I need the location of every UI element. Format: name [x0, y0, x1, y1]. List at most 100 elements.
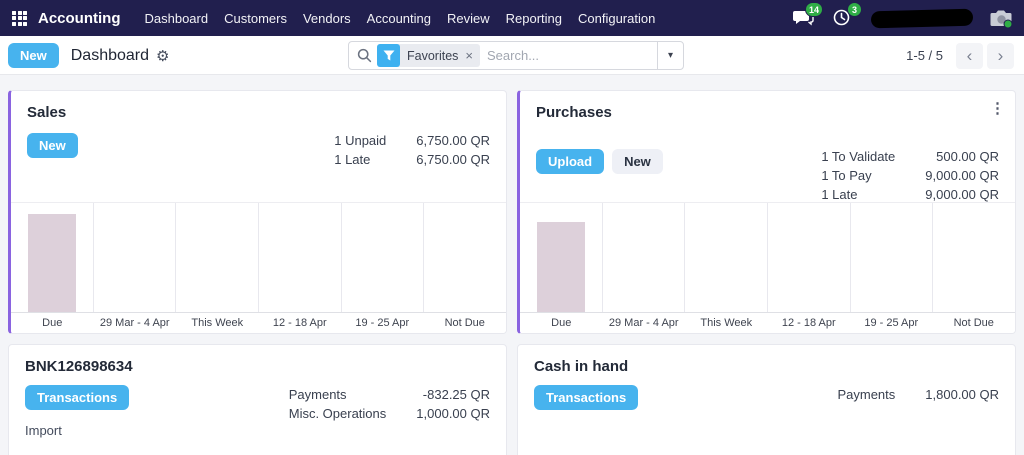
search-bar[interactable]: Favorites × ▾ — [348, 41, 684, 70]
card-row-top: Sales New 1 Unpaid 6,750.00 QR 1 Late 6,… — [8, 90, 1016, 334]
pager-range: 1-5 / 5 — [906, 48, 943, 63]
cash-stats: Payments 1,800.00 QR — [837, 385, 999, 404]
stat-value[interactable]: -832.25 QR — [422, 387, 490, 402]
control-bar-left: New Dashboard ⚙ — [8, 36, 169, 75]
stat-label[interactable]: 1 Late — [821, 187, 858, 202]
stat-row: 1 Late 6,750.00 QR — [334, 150, 490, 169]
control-bar: New Dashboard ⚙ Favorites × ▾ 1-5 / 5 ‹ … — [0, 36, 1024, 75]
stat-row: 1 Unpaid 6,750.00 QR — [334, 131, 490, 150]
chart-slot — [258, 203, 341, 312]
new-button[interactable]: New — [8, 43, 59, 68]
chart-x-axis: Due 29 Mar - 4 Apr This Week 12 - 18 Apr 19 … — [11, 313, 506, 333]
stat-row: 1 Late 9,000.00 QR — [821, 185, 999, 204]
apps-grid-icon[interactable] — [12, 10, 27, 26]
stat-value[interactable]: 500.00 QR — [936, 149, 999, 164]
clock-icon — [833, 9, 850, 26]
nav-item-configuration[interactable]: Configuration — [578, 10, 656, 26]
messages-badge: 14 — [804, 2, 823, 17]
stat-label[interactable]: 1 To Validate — [821, 149, 896, 164]
cash-card[interactable]: Cash in hand Transactions Payments 1,800… — [517, 344, 1016, 455]
facet-remove-icon[interactable]: × — [465, 48, 473, 63]
purchases-chart: Due 29 Mar - 4 Apr This Week 12 - 18 Apr 19 … — [520, 202, 1015, 333]
nav-item-reporting[interactable]: Reporting — [505, 10, 562, 26]
nav-item-vendors[interactable]: Vendors — [302, 10, 351, 26]
top-navbar: Accounting Dashboard Customers Vendors A… — [0, 0, 1024, 36]
stat-value[interactable]: 9,000.00 QR — [925, 187, 999, 202]
chart-slot — [11, 203, 93, 312]
stat-label[interactable]: Payments — [837, 387, 896, 402]
dashboard-content: Sales New 1 Unpaid 6,750.00 QR 1 Late 6,… — [0, 75, 1024, 455]
pager-next-button[interactable]: › — [987, 42, 1014, 69]
stat-label[interactable]: 1 Late — [334, 152, 371, 167]
pager-prev-button[interactable]: ‹ — [956, 42, 983, 69]
stat-row: Payments 1,800.00 QR — [837, 385, 999, 404]
nav-left: Accounting Dashboard Customers Vendors A… — [12, 2, 663, 35]
sales-stats: 1 Unpaid 6,750.00 QR 1 Late 6,750.00 QR — [334, 131, 490, 169]
x-axis-label: Not Due — [444, 317, 485, 329]
nav-item-accounting[interactable]: Accounting — [366, 10, 431, 26]
chart-bar[interactable] — [537, 221, 585, 312]
bank-stats: Payments -832.25 QR Misc. Operations 1,0… — [289, 385, 490, 423]
stat-value[interactable]: 9,000.00 QR — [925, 168, 999, 183]
purchases-card[interactable]: Purchases ⋮ Upload New 1 To Validate 500… — [517, 90, 1016, 334]
x-axis-label: 29 Mar - 4 Apr — [608, 317, 679, 329]
chart-slot — [520, 203, 602, 312]
sales-new-button[interactable]: New — [27, 133, 78, 158]
stat-label[interactable]: 1 To Pay — [821, 168, 872, 183]
search-facet-favorites[interactable]: Favorites × — [377, 44, 480, 67]
activities-icon[interactable]: 3 — [832, 2, 862, 28]
cash-transactions-button[interactable]: Transactions — [534, 385, 639, 410]
x-axis-label: This Week — [191, 317, 244, 329]
app-name[interactable]: Accounting — [38, 9, 121, 27]
x-axis-label: 29 Mar - 4 Apr — [99, 317, 170, 329]
search-input[interactable] — [487, 48, 657, 63]
stat-row: Payments -832.25 QR — [289, 385, 490, 404]
nav-item-dashboard[interactable]: Dashboard — [144, 10, 209, 26]
stat-label[interactable]: Misc. Operations — [288, 406, 387, 421]
screenshot-extension-icon[interactable] — [990, 8, 1013, 29]
stat-label[interactable]: Payments — [288, 387, 347, 402]
redacted-username[interactable] — [870, 8, 974, 28]
bank-card[interactable]: BNK126898634 Transactions Import Payment… — [8, 344, 507, 455]
chart-bar[interactable] — [28, 213, 76, 312]
x-axis-label: Not Due — [953, 317, 994, 329]
chart-slot — [849, 203, 933, 312]
search-icon — [357, 48, 372, 63]
x-axis-label: Due — [42, 317, 63, 329]
page-title: Dashboard — [70, 46, 150, 64]
facet-label: Favorites — [407, 48, 459, 63]
import-link[interactable]: Import — [25, 423, 62, 438]
x-axis-label: 19 - 25 Apr — [864, 317, 919, 329]
cash-actions: Transactions — [534, 385, 639, 410]
activities-badge: 3 — [847, 2, 862, 17]
chart-slot — [767, 203, 850, 312]
stat-label[interactable]: 1 Unpaid — [334, 133, 387, 148]
purchases-new-button[interactable]: New — [612, 149, 663, 174]
pager: 1-5 / 5 ‹ › — [906, 36, 1014, 75]
chart-slot — [175, 203, 258, 312]
chart-slot — [423, 203, 506, 312]
chart-x-axis: Due 29 Mar - 4 Apr This Week 12 - 18 Apr 19 … — [520, 313, 1015, 333]
chart-slot — [92, 203, 176, 312]
stat-row: 1 To Validate 500.00 QR — [821, 147, 999, 166]
gear-icon[interactable]: ⚙ — [156, 47, 170, 65]
stat-value[interactable]: 6,750.00 QR — [416, 133, 490, 148]
stat-value[interactable]: 1,800.00 QR — [925, 387, 999, 402]
nav-item-review[interactable]: Review — [447, 10, 490, 26]
search-dropdown-toggle[interactable]: ▾ — [657, 42, 683, 69]
messages-icon[interactable]: 14 — [793, 2, 823, 28]
kebab-menu-icon[interactable]: ⋮ — [990, 100, 1005, 117]
stat-row: Misc. Operations 1,000.00 QR — [289, 404, 490, 423]
chart-slot — [340, 203, 424, 312]
stat-value[interactable]: 6,750.00 QR — [416, 152, 490, 167]
chevron-down-icon: ▾ — [667, 50, 674, 61]
stat-value[interactable]: 1,000.00 QR — [416, 406, 490, 421]
card-title: Sales — [27, 104, 67, 121]
nav-item-customers[interactable]: Customers — [224, 10, 287, 26]
stat-row: 1 To Pay 9,000.00 QR — [821, 166, 999, 185]
bank-transactions-button[interactable]: Transactions — [25, 385, 130, 410]
upload-button[interactable]: Upload — [536, 149, 605, 174]
x-axis-label: 19 - 25 Apr — [355, 317, 410, 329]
sales-card[interactable]: Sales New 1 Unpaid 6,750.00 QR 1 Late 6,… — [8, 90, 507, 334]
